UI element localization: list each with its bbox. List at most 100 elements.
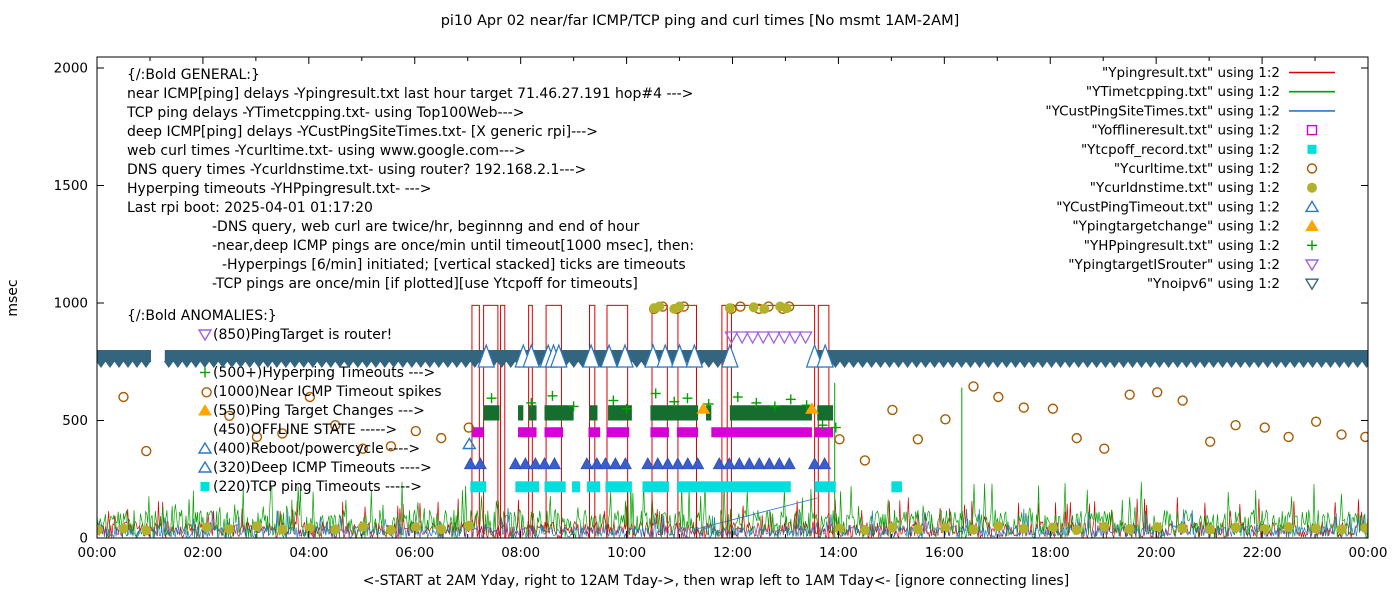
custping-timeout-triangle — [670, 343, 689, 368]
noipv6-band-triangle — [1127, 361, 1138, 368]
noipv6-band-triangle — [956, 361, 967, 368]
deep-icmp-timeout-triangle — [732, 457, 746, 470]
general-annotation-line: TCP ping delays -YTimetcpping.txt- using… — [126, 105, 524, 121]
dns-time-point — [436, 524, 447, 535]
noipv6-band-triangle — [262, 361, 273, 368]
anomaly-annotation-line: (500+)Hyperping Timeouts ---> — [213, 365, 435, 381]
anomaly-annotation-line: (450)OFFLINE STATE -----> — [213, 422, 397, 438]
ping-target-is-router-triangle — [734, 331, 750, 345]
noipv6-band-triangle — [244, 361, 255, 368]
deep-icmp-timeout-triangle — [641, 457, 655, 470]
deep-icmp-timeout-triangle — [742, 457, 756, 470]
dns-time-point — [1311, 523, 1322, 534]
legend-item: "Ypingtargetchange" using 1:2 — [1072, 219, 1319, 235]
legend-item: "Yofflineresult.txt" using 1:2 — [1091, 123, 1318, 139]
near-icmp-timeout-box — [483, 304, 499, 538]
curl-time-point — [1099, 443, 1110, 454]
dns-time-point — [1360, 523, 1368, 534]
noipv6-band — [813, 350, 1368, 362]
chart-title: pi10 Apr 02 near/far ICMP/TCP ping and c… — [441, 13, 960, 29]
anomaly-annotation-line: {/:Bold ANOMALIES:} — [127, 308, 277, 324]
noipv6-band-triangle — [992, 361, 1003, 368]
noipv6-band-triangle — [857, 361, 868, 368]
deep-icmp-timeout-triangle — [508, 457, 522, 470]
legend-square-open-icon — [1306, 124, 1318, 136]
noipv6-band-triangle — [938, 361, 949, 368]
legend-label: "YCustPingTimeout.txt" using 1:2 — [1056, 199, 1280, 215]
noipv6-band-triangle — [406, 361, 417, 368]
legend-label: "Ytcpoff_record.txt" using 1:2 — [1081, 142, 1280, 158]
noipv6-band-triangle — [271, 361, 282, 368]
deep-icmp-timeout-triangle — [691, 457, 705, 470]
dns-time-point — [330, 524, 341, 535]
curl-time-point — [224, 410, 235, 421]
tcp-timeout-bar — [586, 481, 601, 493]
anomaly-annotation-line: (1000)Near ICMP Timeout spikes — [213, 384, 442, 400]
legend-label: "YTimetcpping.txt" using 1:2 — [1086, 84, 1280, 100]
anomaly-annotation-line: (850)PingTarget is router! — [213, 327, 392, 343]
x-tick-label: 06:00 — [395, 545, 434, 561]
dns-time-point — [748, 302, 759, 313]
deep-icmp-timeout-triangles-layer — [463, 457, 832, 470]
noipv6-band-triangle — [974, 361, 985, 368]
noipv6-band-triangle — [1028, 361, 1039, 368]
noipv6-band-triangle — [352, 361, 363, 368]
tcp-timeout-bar — [544, 481, 566, 493]
anomaly-annotation-line: (550)Ping Target Changes ---> — [213, 403, 425, 419]
noipv6-band-triangle — [235, 361, 246, 368]
dns-time-point — [834, 523, 845, 534]
deep-icmp-timeout-triangle — [762, 457, 776, 470]
noipv6-band — [97, 350, 152, 362]
x-tick-label: 12:00 — [713, 545, 752, 561]
noipv6-band-triangle — [1055, 361, 1066, 368]
curl-time-point — [410, 425, 422, 437]
dns-time-point — [410, 522, 421, 533]
scatter-points-layer — [97, 301, 1368, 536]
curl-time-point — [1336, 429, 1347, 440]
deep-icmp-timeout-triangle — [681, 457, 695, 470]
curl-time-point — [1204, 436, 1216, 447]
dns-time-point — [251, 521, 262, 532]
noipv6-band-triangle — [866, 361, 877, 368]
noipv6-band-triangle — [947, 361, 958, 368]
dns-time-point — [1230, 522, 1241, 533]
in-plot-annotations-layer: {/:Bold GENERAL:} near ICMP[ping] delays … — [126, 67, 694, 495]
dns-time-point — [141, 525, 152, 536]
anomaly-annotation-line: (400)Reboot/powercycle ----> — [213, 441, 420, 457]
noipv6-band-triangle — [1352, 361, 1363, 368]
tcp-timeout-bar — [572, 481, 580, 493]
dns-time-point — [1099, 521, 1110, 532]
legend-label: "Ypingresult.txt" using 1:2 — [1102, 65, 1280, 81]
noipv6-band-triangle — [1208, 361, 1219, 368]
legend-circle-open-icon — [1306, 163, 1318, 174]
noipv6-band-triangle — [712, 361, 723, 368]
noipv6-band-triangle — [1001, 361, 1012, 368]
custping-timeout-triangle — [600, 343, 618, 368]
noipv6-band-triangle — [226, 361, 237, 368]
noipv6-band-triangle — [208, 361, 219, 368]
status-bars-layer — [470, 405, 902, 493]
legend-label: "Ycurltime.txt" using 1:2 — [1114, 161, 1280, 177]
noipv6-band-triangle — [1235, 361, 1246, 368]
hyperping-timeout-block — [608, 405, 632, 421]
deep-icmp-timeout-triangle — [547, 457, 562, 470]
near-icmp-timeout-box — [500, 304, 506, 538]
noipv6-band-triangle — [172, 361, 183, 368]
ping-target-is-router-triangle — [724, 331, 739, 345]
anomaly-annotation-line: (220)TCP ping Timeouts -----> — [213, 479, 422, 495]
noipv6-band-triangle — [631, 361, 642, 368]
noipv6-band-triangle — [316, 361, 327, 368]
curl-time-point — [141, 445, 152, 457]
curl-time-point — [277, 428, 288, 439]
near-icmp-timeout-box — [606, 304, 629, 538]
legend-item: "YHPpingresult.txt" using 1:2 — [1084, 238, 1317, 254]
noipv6-band-triangle — [280, 361, 291, 368]
dns-time-point — [1047, 522, 1058, 533]
offline-state-bar — [650, 427, 669, 438]
curl-time-point — [330, 420, 341, 431]
noipv6-band-triangle — [114, 361, 124, 368]
offline-state-bar — [471, 427, 484, 438]
curl-time-point — [834, 434, 845, 445]
noipv6-band-triangle — [1343, 361, 1354, 368]
dns-time-point — [654, 301, 665, 312]
